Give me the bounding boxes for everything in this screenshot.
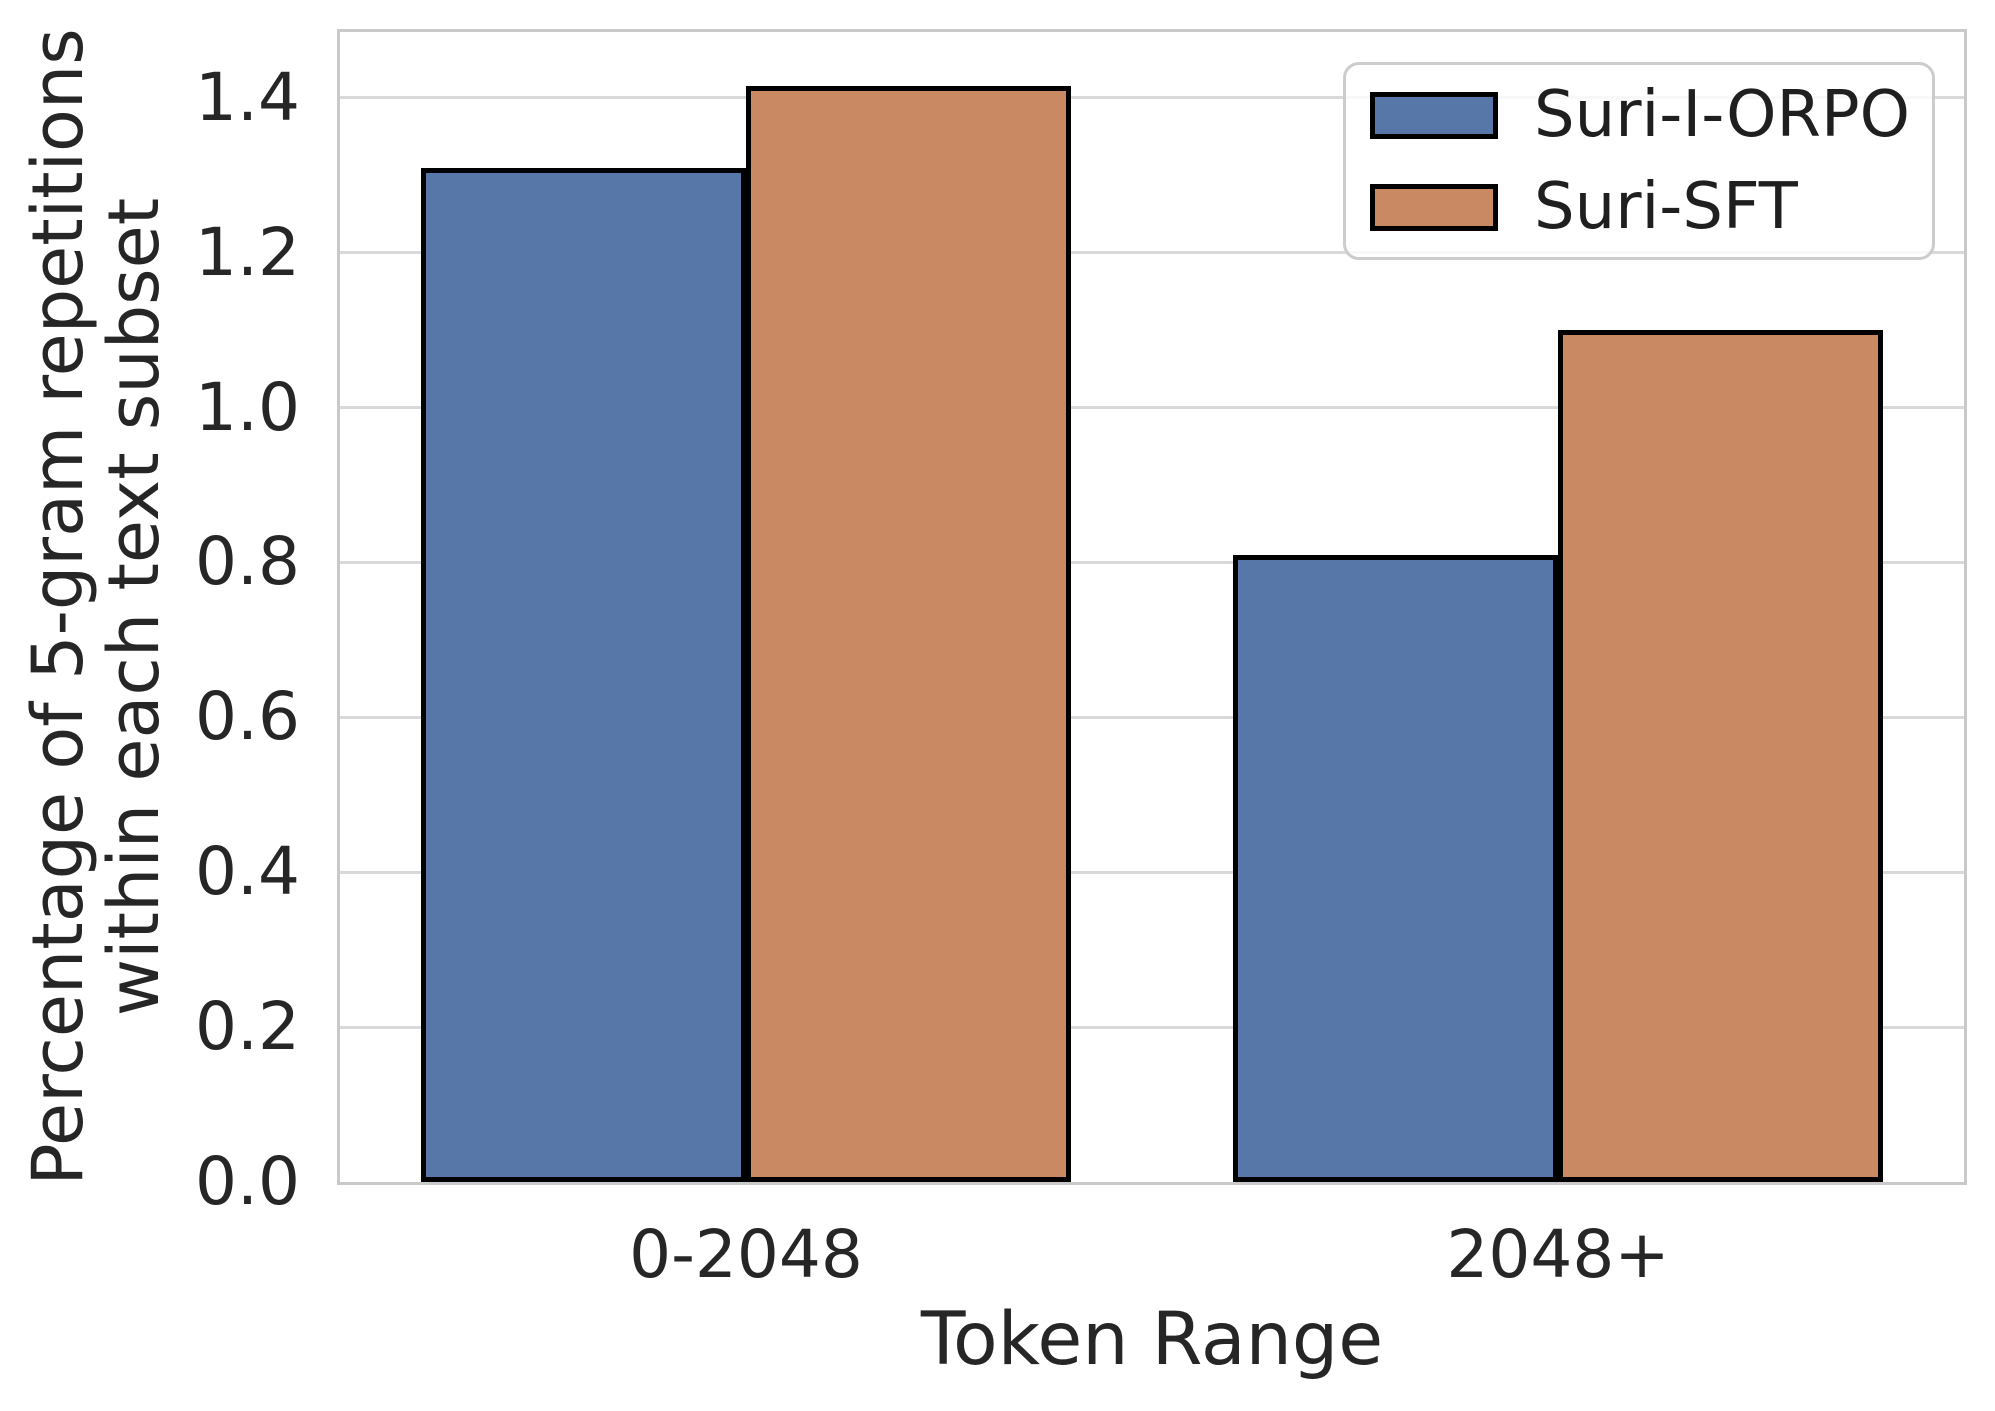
y-tick-label-0.2: 0.2: [195, 988, 300, 1066]
y-tick-label-1.4: 1.4: [195, 58, 300, 136]
y-tick-label-1.2: 1.2: [195, 213, 300, 291]
gridline-y-0.8: [340, 560, 1964, 564]
y-tick-label-1.0: 1.0: [195, 368, 300, 446]
legend-label-suri-sft: Suri-SFT: [1534, 170, 1798, 244]
x-axis-label: Token Range: [920, 1297, 1384, 1382]
x-tick-label-2048+: 2048+: [1446, 1216, 1670, 1293]
gridline-y-0.2: [340, 1025, 1964, 1029]
gridline-y-1.0: [340, 406, 1964, 410]
y-tick-label-0.4: 0.4: [195, 833, 300, 911]
legend-swatch-suri-sft: [1370, 183, 1498, 231]
legend-row-suri-sft: Suri-SFT: [1370, 161, 1932, 253]
gridline-y-1.2: [340, 251, 1964, 255]
bar-suri-i-orpo-0-2048: [421, 167, 746, 1182]
gridline-y-1.4: [340, 96, 1964, 100]
bar-suri-i-orpo-2048+: [1233, 554, 1558, 1182]
bar-suri-sft-2048+: [1558, 330, 1883, 1182]
gridline-y-0.4: [340, 870, 1964, 874]
y-tick-label-0.6: 0.6: [195, 678, 300, 756]
legend-row-suri-i-orpo: Suri-I-ORPO: [1370, 69, 1932, 161]
y-tick-label-0.0: 0.0: [195, 1143, 300, 1220]
x-tick-label-0-2048: 0-2048: [629, 1216, 863, 1293]
legend-label-suri-i-orpo: Suri-I-ORPO: [1534, 78, 1910, 152]
y-tick-label-0.8: 0.8: [195, 523, 300, 601]
legend: Suri-I-ORPO Suri-SFT: [1343, 62, 1935, 260]
legend-swatch-suri-i-orpo: [1370, 91, 1498, 139]
bar-suri-sft-0-2048: [746, 86, 1071, 1182]
gridline-y-0.6: [340, 715, 1964, 719]
